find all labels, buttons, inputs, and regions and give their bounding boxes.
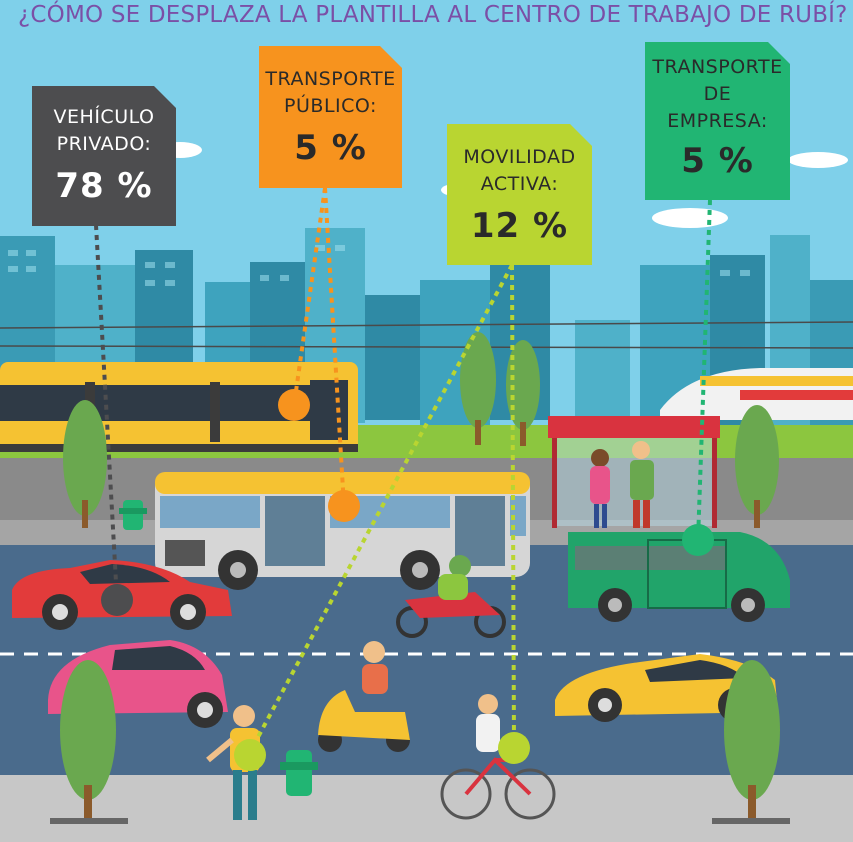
- card-private-vehicle: VEHÍCULO PRIVADO: 78 %: [32, 86, 176, 226]
- connector-public-transport-2: [323, 187, 346, 507]
- overhead-wires: [0, 321, 853, 349]
- marker-bicycle: [498, 732, 530, 764]
- connector-public-transport-1: [292, 187, 327, 406]
- connector-company-transport: [696, 199, 712, 541]
- bus-stop: [548, 416, 720, 528]
- card-label-line: VEHÍCULO: [53, 106, 155, 128]
- cyclist: [440, 694, 556, 820]
- marker-company-van: [682, 524, 714, 556]
- high-speed-train: [660, 368, 853, 420]
- card-label-line: EMPRESA:: [667, 110, 768, 132]
- card-company-transport: TRANSPORTE DE EMPRESA: 5 %: [645, 42, 790, 200]
- card-label-line: PÚBLICO:: [284, 95, 377, 117]
- card-public-transport: TRANSPORTE PÚBLICO: 5 %: [259, 46, 402, 188]
- card-fold: [570, 124, 592, 146]
- scooter: [318, 641, 410, 752]
- marker-tram: [278, 389, 310, 421]
- marker-bus: [328, 490, 360, 522]
- page-title: ¿CÓMO SE DESPLAZA LA PLANTILLA AL CENTRO…: [18, 2, 848, 28]
- card-value: 78 %: [55, 166, 153, 206]
- connectors: [94, 187, 714, 771]
- marker-private-vehicle: [101, 584, 133, 616]
- card-fold: [154, 86, 176, 108]
- card-label-line: PRIVADO:: [56, 133, 152, 155]
- card-label-line: DE: [703, 83, 732, 105]
- card-value: 5 %: [294, 128, 367, 168]
- company-van: [568, 532, 790, 622]
- motorbike: [396, 555, 506, 638]
- connector-private-vehicle: [94, 224, 119, 601]
- marker-pedestrian: [234, 739, 266, 771]
- card-value: 12 %: [470, 206, 569, 246]
- card-active-mobility: MOVILIDAD ACTIVA: 12 %: [447, 124, 592, 265]
- card-label-line: TRANSPORTE: [652, 56, 783, 78]
- fire-hydrants: [119, 500, 318, 796]
- connector-active-mobility-2: [510, 264, 516, 749]
- card-label-line: TRANSPORTE: [265, 68, 396, 90]
- card-value: 5 %: [681, 141, 754, 181]
- card-label-line: MOVILIDAD: [463, 146, 576, 168]
- lower-sidewalk: [0, 775, 853, 842]
- city-bus: [155, 472, 530, 590]
- card-fold: [768, 42, 790, 64]
- card-label-line: ACTIVA:: [480, 173, 559, 195]
- trees-lower: [50, 660, 790, 824]
- connector-active-mobility-1: [248, 264, 514, 753]
- trees-upper: [63, 332, 779, 528]
- card-fold: [380, 46, 402, 68]
